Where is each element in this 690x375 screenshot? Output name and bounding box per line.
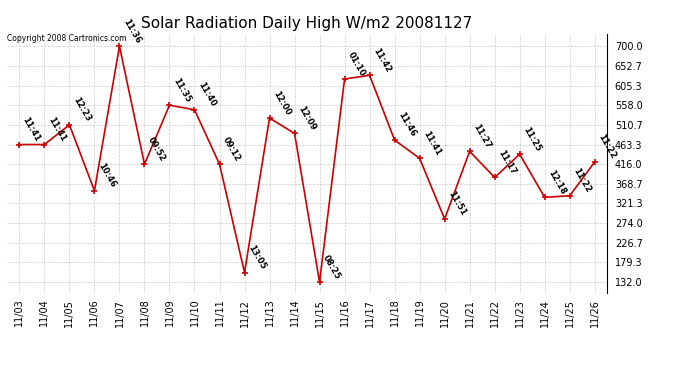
Text: 11:22: 11:22: [596, 133, 618, 160]
Text: 01:10: 01:10: [346, 50, 367, 78]
Text: 11:42: 11:42: [371, 46, 392, 74]
Text: 12:18: 12:18: [546, 168, 567, 196]
Text: 11:41: 11:41: [46, 116, 67, 143]
Title: Solar Radiation Daily High W/m2 20081127: Solar Radiation Daily High W/m2 20081127: [141, 16, 473, 31]
Text: 12:00: 12:00: [271, 89, 292, 117]
Text: 11:35: 11:35: [171, 76, 192, 104]
Text: 12:09: 12:09: [296, 105, 317, 132]
Text: 10:46: 10:46: [96, 162, 117, 189]
Text: 13:05: 13:05: [246, 244, 267, 271]
Text: 11:27: 11:27: [471, 122, 492, 150]
Text: 11:25: 11:25: [521, 125, 542, 153]
Text: 11:40: 11:40: [196, 81, 217, 108]
Text: 11:36: 11:36: [121, 17, 142, 45]
Text: 11:22: 11:22: [571, 166, 592, 194]
Text: 11:46: 11:46: [396, 111, 417, 139]
Text: 09:12: 09:12: [221, 135, 242, 163]
Text: 11:41: 11:41: [21, 116, 42, 143]
Text: Copyright 2008 Cartronics.com: Copyright 2008 Cartronics.com: [7, 34, 126, 43]
Text: 11:51: 11:51: [446, 190, 467, 217]
Text: 11:41: 11:41: [421, 129, 442, 157]
Text: 08:25: 08:25: [321, 253, 342, 281]
Text: 09:52: 09:52: [146, 135, 167, 163]
Text: 12:23: 12:23: [71, 96, 92, 123]
Text: 11:17: 11:17: [496, 148, 518, 176]
